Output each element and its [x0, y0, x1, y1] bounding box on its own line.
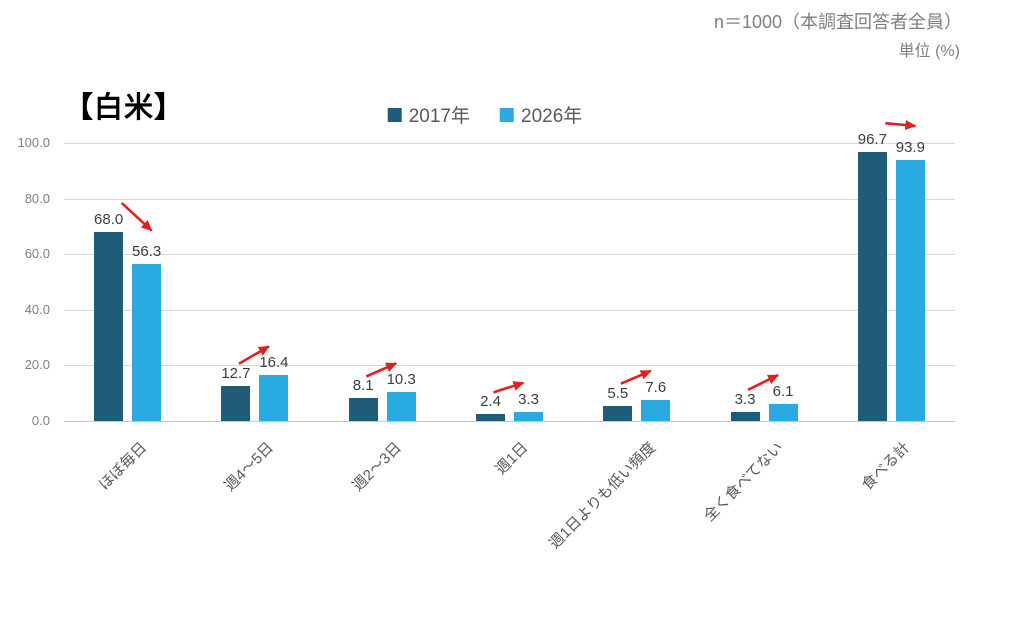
trend-arrow-up	[493, 381, 525, 394]
bar-2017年-週1日よりも低い頻度	[603, 405, 633, 421]
bar-2017年-週4～5日	[221, 385, 251, 421]
bar-value-label: 56.3	[132, 243, 162, 261]
gridline	[64, 365, 955, 367]
bar-2026年-週1日よりも低い頻度	[641, 399, 671, 421]
y-axis-tick-label: 40.0	[24, 301, 50, 317]
y-axis-tick-label: 20.0	[24, 357, 50, 373]
y-axis-tick-label: 0.0	[31, 413, 50, 428]
gridline	[64, 309, 955, 311]
bar-value-label: 8.1	[352, 377, 374, 395]
trend-arrow-down	[120, 202, 153, 232]
x-category-label: 週2～3日	[348, 439, 405, 495]
sample-size-note: n＝1000（本調査回答者全員）	[713, 12, 962, 32]
bar-2017年-ほぼ毎日	[94, 231, 124, 421]
bar-2026年-食べる計	[895, 159, 925, 421]
bar-value-label: 7.6	[645, 378, 667, 396]
x-category-label: 食べる計	[859, 439, 914, 494]
legend-swatch-2017	[387, 107, 402, 122]
bar-value-label: 12.7	[221, 364, 251, 382]
bar-value-label: 10.3	[386, 371, 416, 389]
bar-2026年-週2～3日	[386, 392, 416, 421]
bar-2017年-全く食べてない	[730, 411, 760, 421]
x-category-label: 週1日よりも低い頻度	[545, 439, 659, 553]
bar-value-label: 3.3	[518, 390, 539, 408]
bar-value-label: 16.4	[259, 354, 289, 372]
chart-title: 【白米】	[64, 92, 185, 124]
legend-swatch-2026	[500, 107, 514, 122]
x-category-label: 週4～5日	[221, 439, 278, 495]
bar-value-label: 3.3	[734, 390, 756, 408]
legend-item-2017: 2017年	[387, 101, 470, 128]
bar-value-label: 93.9	[895, 138, 925, 156]
bar-2026年-週4～5日	[259, 375, 289, 421]
gridline	[64, 198, 955, 200]
x-category-label: 全く食べてない	[700, 439, 787, 525]
trend-arrow-up	[620, 369, 652, 385]
y-axis-tick-label: 60.0	[24, 246, 50, 262]
bar-2017年-食べる計	[857, 152, 887, 421]
bar-2017年-週2～3日	[348, 398, 378, 421]
gridline	[64, 143, 955, 144]
legend: 2017年 2026年	[387, 101, 582, 128]
legend-label-2026: 2026年	[521, 106, 583, 127]
bar-value-label: 68.0	[94, 210, 124, 228]
x-axis-line	[64, 421, 955, 422]
bar-2026年-ほぼ毎日	[132, 264, 162, 421]
bar-2026年-全く食べてない	[768, 404, 798, 421]
trend-arrow-down	[885, 120, 917, 131]
gridline	[64, 254, 955, 256]
y-axis-tick-label: 80.0	[24, 190, 50, 206]
bar-value-label: 5.5	[607, 384, 629, 402]
legend-item-2026: 2026年	[500, 101, 582, 128]
x-category-label: ほぼ毎日	[95, 439, 150, 494]
trend-arrow-up	[747, 373, 779, 391]
bar-value-label: 96.7	[857, 131, 887, 149]
bar-value-label: 6.1	[772, 383, 794, 401]
bar-2026年-週1日	[514, 411, 543, 421]
y-axis-tick-label: 100.0	[17, 135, 50, 150]
bar-value-label: 2.4	[480, 393, 501, 411]
legend-label-2017: 2017年	[408, 106, 470, 127]
trend-arrow-up	[238, 345, 270, 365]
bar-2017年-週1日	[476, 414, 505, 421]
trend-arrow-up	[365, 362, 398, 378]
unit-note: 単位 (%)	[898, 43, 960, 60]
x-category-label: 週1日	[492, 439, 532, 479]
